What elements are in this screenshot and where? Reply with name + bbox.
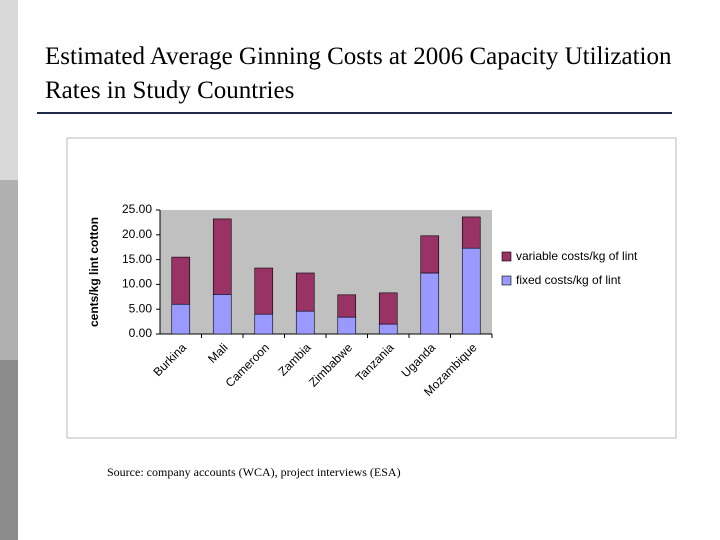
bar-segment	[254, 313, 274, 335]
source-note: Source: company accounts (WCA), project …	[107, 465, 401, 479]
bar-segment	[461, 216, 481, 249]
bar-segment	[337, 316, 357, 335]
bar-segment	[254, 267, 274, 315]
y-tick-label: 20.00	[122, 227, 152, 241]
legend-label: variable costs/kg of lint	[516, 249, 638, 263]
title-rule	[37, 112, 672, 114]
bar-segment	[171, 303, 191, 335]
bar-segment	[420, 235, 440, 274]
y-tick-label: 15.00	[122, 252, 152, 266]
y-tick-label: 0.00	[129, 326, 153, 340]
slide-title: Estimated Average Ginning Costs at 2006 …	[45, 43, 672, 104]
bar-segment	[461, 247, 481, 335]
bar-segment	[337, 294, 357, 318]
bar-segment	[212, 218, 232, 295]
y-tick-label: 5.00	[129, 301, 153, 315]
side-strip	[0, 360, 18, 540]
y-tick-label: 25.00	[122, 202, 152, 216]
plot-area	[160, 210, 492, 334]
bar-segment	[212, 294, 232, 335]
side-strip	[0, 180, 18, 360]
bar-segment	[378, 323, 398, 335]
bar-segment	[378, 292, 398, 325]
legend-swatch	[501, 275, 512, 286]
bar-segment	[295, 272, 315, 312]
legend-swatch	[501, 251, 512, 262]
y-axis-label: cents/kg lint cotton	[87, 217, 101, 327]
bar-segment	[171, 256, 191, 305]
y-tick-label: 10.00	[122, 277, 152, 291]
bar-segment	[420, 272, 440, 335]
bar-segment	[295, 310, 315, 335]
legend-label: fixed costs/kg of lint	[516, 273, 621, 287]
side-strip	[0, 0, 18, 180]
